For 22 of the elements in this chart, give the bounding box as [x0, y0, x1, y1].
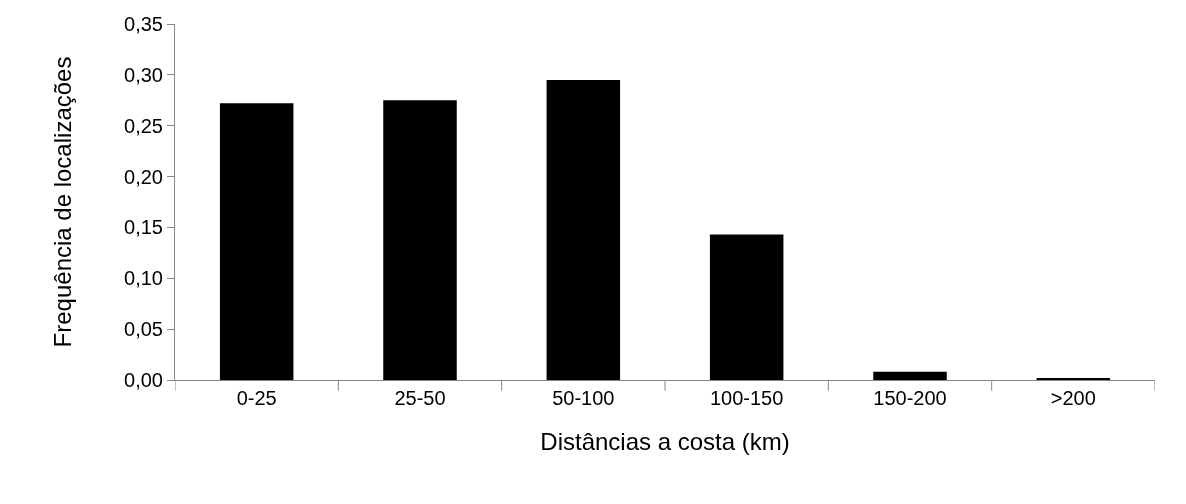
x-tick-label: 25-50 — [394, 387, 446, 409]
bar — [709, 234, 784, 380]
y-tick-label: 0,30 — [124, 63, 163, 86]
bar — [383, 100, 457, 380]
y-tick-label: 0,25 — [124, 114, 163, 137]
bar — [1036, 377, 1111, 380]
y-tick-label: 0,00 — [124, 369, 163, 391]
x-tick-label: 0-25 — [236, 387, 277, 409]
y-tick-label: 0,10 — [124, 267, 163, 290]
x-tick-label: 100-150 — [709, 387, 784, 409]
bar — [873, 371, 947, 380]
bar — [219, 103, 294, 380]
x-tick-label: 50-100 — [552, 387, 615, 409]
y-axis-title: Frequência de localizações — [49, 56, 77, 348]
x-tick-label: 150-200 — [873, 387, 947, 409]
y-tick-label: 0,35 — [124, 13, 163, 35]
y-tick-label: 0,20 — [124, 165, 163, 188]
y-tick-label: 0,05 — [124, 318, 163, 341]
x-axis-title: Distâncias a costa (km) — [540, 428, 790, 456]
bar — [546, 79, 621, 380]
x-tick-label: >200 — [1050, 387, 1096, 409]
y-tick-label: 0,15 — [124, 216, 163, 239]
